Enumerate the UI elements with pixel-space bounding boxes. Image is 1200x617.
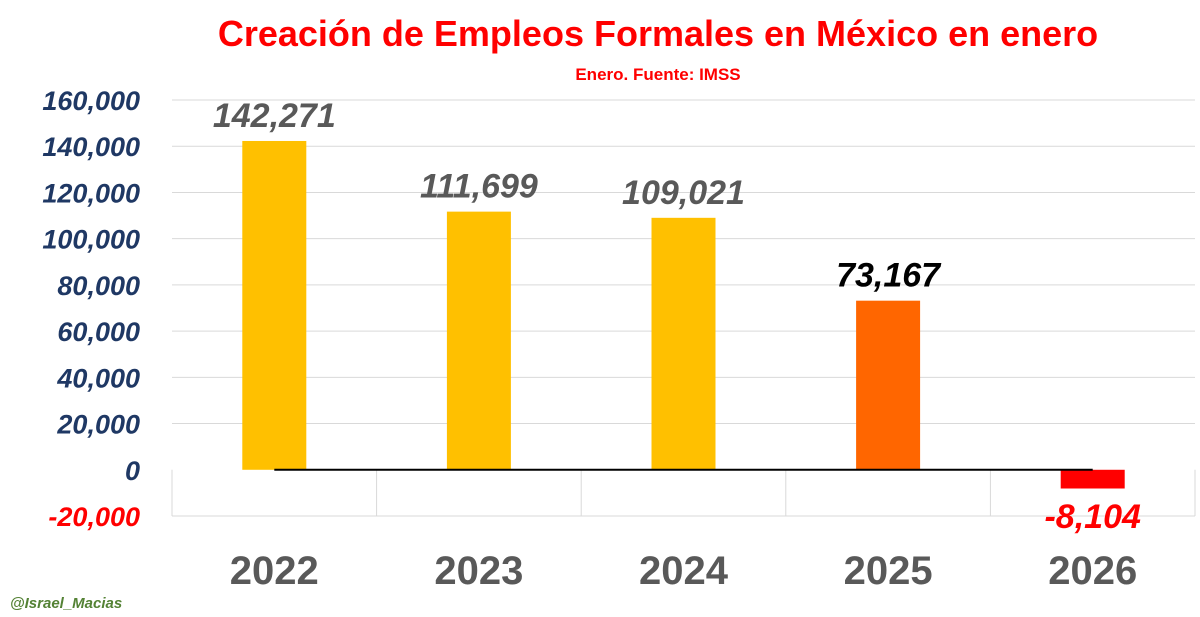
y-tick-label: 160,000 xyxy=(42,86,140,116)
bar-2024 xyxy=(651,217,716,470)
bars xyxy=(242,140,1125,489)
x-tick-label-2025: 2025 xyxy=(844,549,933,593)
y-tick-label: 120,000 xyxy=(42,178,140,208)
data-label-2022: 142,271 xyxy=(213,97,336,135)
y-tick-label: -20,000 xyxy=(48,502,140,532)
chart-title: Creación de Empleos Formales en México e… xyxy=(218,13,1098,54)
y-tick-label: 80,000 xyxy=(57,271,140,301)
bar-2023 xyxy=(446,211,511,470)
x-tick-label-2024: 2024 xyxy=(639,549,729,593)
x-tick-label-2026: 2026 xyxy=(1048,549,1137,593)
data-label-2025: 73,167 xyxy=(836,257,942,295)
bar-2022 xyxy=(242,140,307,470)
y-tick-label: 140,000 xyxy=(42,132,140,162)
y-tick-label: 0 xyxy=(125,456,140,486)
y-tick-label: 40,000 xyxy=(56,363,140,393)
credit-text: @Israel_Macias xyxy=(10,595,122,612)
x-tick-label-2022: 2022 xyxy=(230,549,319,593)
y-tick-label: 100,000 xyxy=(42,225,140,255)
data-label-2023: 111,699 xyxy=(420,168,538,206)
bar-2026 xyxy=(1060,469,1125,489)
chart-subtitle: Enero. Fuente: IMSS xyxy=(575,65,740,84)
bar-2025 xyxy=(856,300,921,470)
data-label-2024: 109,021 xyxy=(622,174,745,212)
data-label-2026: -8,104 xyxy=(1044,498,1140,536)
x-tick-label-2023: 2023 xyxy=(434,549,523,593)
y-tick-label: 60,000 xyxy=(57,317,140,347)
y-tick-label: 20,000 xyxy=(56,410,140,440)
labels: -20,000 0 20,000 40,000 60,000 80,000 100,000 1… xyxy=(42,86,1141,593)
